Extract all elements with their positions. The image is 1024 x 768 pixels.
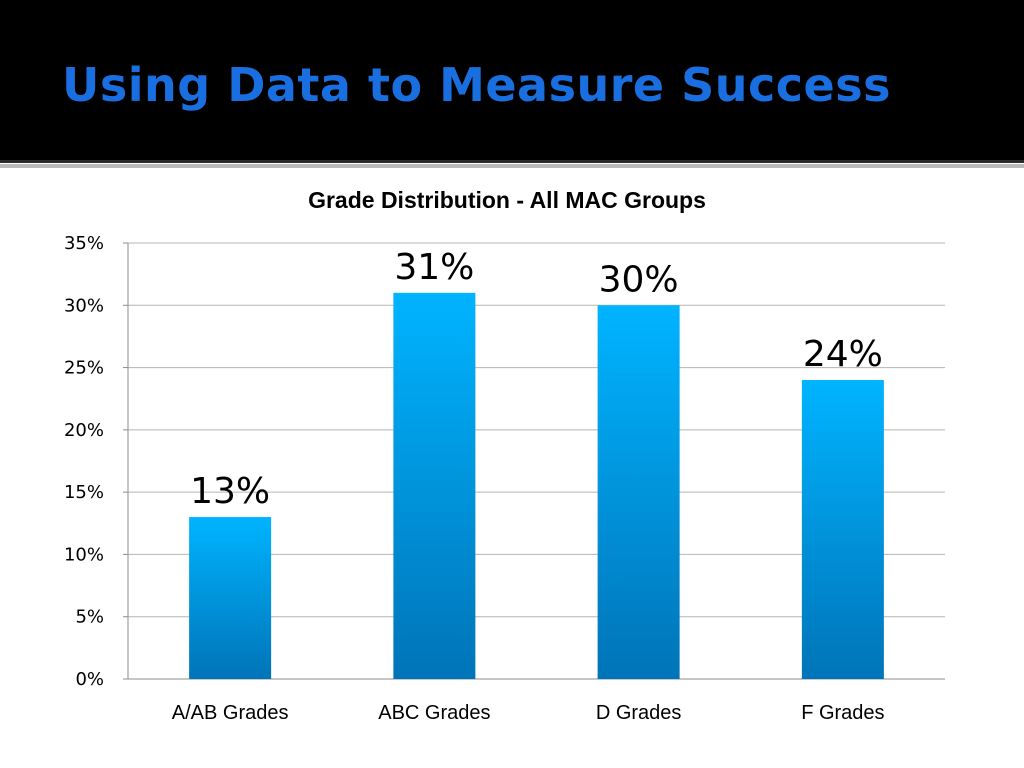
x-tick-label: ABC Grades (378, 702, 490, 724)
bar (189, 517, 272, 679)
y-tick-label: 15% (64, 482, 104, 503)
header-divider-light (0, 164, 1024, 168)
bar (597, 305, 680, 679)
slide-header: Using Data to Measure Success (0, 0, 1024, 160)
y-tick-label: 0% (75, 669, 104, 690)
y-tick-label: 25% (64, 358, 104, 379)
bar (801, 380, 884, 679)
slide-title: Using Data to Measure Success (62, 58, 891, 112)
bar (393, 292, 476, 679)
data-label: 13% (190, 471, 270, 512)
x-tick-label: A/AB Grades (172, 702, 289, 724)
header-divider-dark (0, 160, 1024, 163)
y-tick-label: 5% (75, 607, 104, 628)
y-tick-label: 20% (64, 420, 104, 441)
data-labels: 13% 31% 30% 24% (190, 247, 883, 512)
data-label: 31% (394, 247, 474, 288)
x-tick-label: F Grades (801, 702, 884, 724)
y-tick-label: 35% (64, 233, 104, 254)
data-label: 24% (803, 334, 883, 375)
x-tick-label: D Grades (596, 702, 682, 724)
data-label: 30% (599, 259, 679, 300)
y-tick-label: 30% (64, 295, 104, 316)
bars (189, 292, 884, 679)
x-axis-labels: A/AB Grades ABC Grades D Grades F Grades (172, 702, 885, 724)
y-tick-label: 10% (64, 544, 104, 565)
chart-title: Grade Distribution - All MAC Groups (308, 187, 706, 213)
y-axis: 0% 5% 10% 15% 20% 25% 30% 35% (64, 233, 129, 690)
